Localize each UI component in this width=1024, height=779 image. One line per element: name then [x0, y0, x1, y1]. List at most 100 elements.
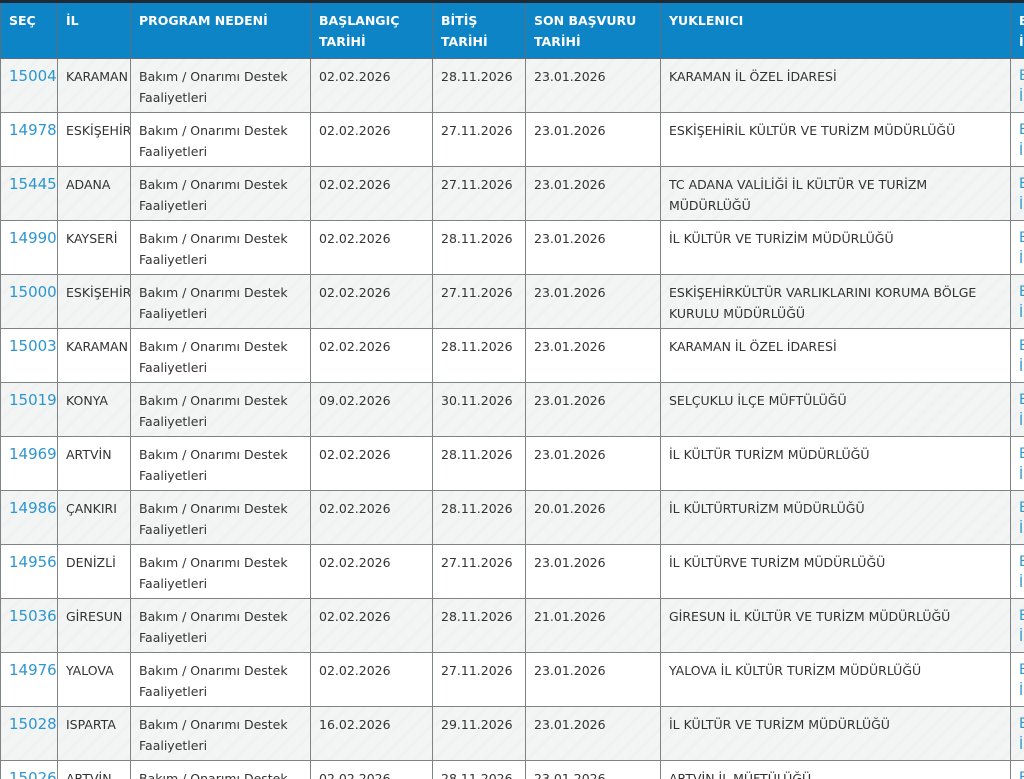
cell-il: ISPARTA — [57, 706, 131, 761]
cell-sec: 14990 — [0, 220, 58, 275]
record-number-link[interactable]: 14990 — [9, 229, 57, 247]
record-number-link[interactable]: 15004 — [9, 67, 57, 85]
table-row: 15036 GİRESUN Bakım / Onarımı Destek Faa… — [0, 598, 1024, 653]
cell-bitis: 27.11.2026 — [432, 112, 526, 167]
islem-link[interactable]: E İ — [1019, 68, 1024, 105]
cell-bitis: 28.11.2026 — [432, 760, 526, 779]
table-row: 15003 KARAMAN Bakım / Onarımı Destek Faa… — [0, 328, 1024, 383]
cell-son-basvuru: 23.01.2026 — [525, 166, 661, 221]
record-number-link[interactable]: 14978 — [9, 121, 57, 139]
cell-son-basvuru: 23.01.2026 — [525, 436, 661, 491]
cell-bitis: 29.11.2026 — [432, 706, 526, 761]
cell-baslangic: 09.02.2026 — [310, 382, 433, 437]
record-number-link[interactable]: 14986 — [9, 499, 57, 517]
islem-link[interactable]: E İ — [1019, 446, 1024, 483]
table-row: 14956 DENİZLİ Bakım / Onarımı Destek Faa… — [0, 544, 1024, 599]
table-row: 15445 ADANA Bakım / Onarımı Destek Faali… — [0, 166, 1024, 221]
cell-sec: 14969 — [0, 436, 58, 491]
cell-islem: E İ — [1010, 760, 1024, 779]
islem-link[interactable]: E İ — [1019, 554, 1024, 591]
cell-yuklenici: İL KÜLTÜRVE TURİZM MÜDÜRLÜĞÜ — [660, 544, 1011, 599]
cell-bitis: 28.11.2026 — [432, 598, 526, 653]
cell-yuklenici: İL KÜLTÜR VE TURİZİM MÜDÜRLÜĞÜ — [660, 220, 1011, 275]
cell-baslangic: 02.02.2026 — [310, 58, 433, 113]
column-header-il: İL — [57, 1, 131, 59]
islem-link[interactable]: E İ — [1019, 230, 1024, 267]
record-number-link[interactable]: 15445 — [9, 175, 57, 193]
cell-yuklenici: KARAMAN İL ÖZEL İDARESİ — [660, 328, 1011, 383]
islem-link[interactable]: E İ — [1019, 176, 1024, 213]
islem-link[interactable]: E İ — [1019, 122, 1024, 159]
islem-link[interactable]: E İ — [1019, 338, 1024, 375]
cell-bitis: 27.11.2026 — [432, 544, 526, 599]
table-body: 15004 KARAMAN Bakım / Onarımı Destek Faa… — [0, 58, 1024, 779]
cell-sec: 15026 — [0, 760, 58, 779]
cell-baslangic: 02.02.2026 — [310, 544, 433, 599]
cell-islem: E İ — [1010, 112, 1024, 167]
islem-link[interactable]: E İ — [1019, 716, 1024, 753]
cell-program: Bakım / Onarımı Destek Faaliyetleri — [130, 112, 311, 167]
islem-link[interactable]: E İ — [1019, 768, 1024, 779]
cell-il: KONYA — [57, 382, 131, 437]
cell-yuklenici: İL KÜLTÜR VE TURİZM MÜDÜRLÜĞÜ — [660, 706, 1011, 761]
cell-il: KARAMAN — [57, 58, 131, 113]
cell-sec: 14976 — [0, 652, 58, 707]
cell-il: ARTVİN — [57, 436, 131, 491]
column-header-son-basvuru: SON BAŞVURU TARİHİ — [525, 1, 661, 59]
record-number-link[interactable]: 15028 — [9, 715, 57, 733]
record-number-link[interactable]: 15000 — [9, 283, 57, 301]
cell-program: Bakım / Onarımı Destek Faaliyetleri — [130, 490, 311, 545]
cell-il: ADANA — [57, 166, 131, 221]
table-row: 15000 ESKİŞEHİR Bakım / Onarımı Destek F… — [0, 274, 1024, 329]
column-header-yuklenici: YUKLENICI — [660, 1, 1011, 59]
cell-il: DENİZLİ — [57, 544, 131, 599]
cell-son-basvuru: 23.01.2026 — [525, 220, 661, 275]
column-header-bitis: BİTİŞ TARİHİ — [432, 1, 526, 59]
cell-yuklenici: İL KÜLTÜRTURİZM MÜDÜRLÜĞÜ — [660, 490, 1011, 545]
record-number-link[interactable]: 15036 — [9, 607, 57, 625]
cell-son-basvuru: 23.01.2026 — [525, 328, 661, 383]
cell-islem: E İ — [1010, 58, 1024, 113]
record-number-link[interactable]: 14976 — [9, 661, 57, 679]
record-number-link[interactable]: 15019 — [9, 391, 57, 409]
islem-link[interactable]: E İ — [1019, 284, 1024, 321]
islem-link[interactable]: E İ — [1019, 500, 1024, 537]
cell-son-basvuru: 23.01.2026 — [525, 382, 661, 437]
cell-bitis: 28.11.2026 — [432, 436, 526, 491]
column-header-baslangic: BAŞLANGIÇ TARİHİ — [310, 1, 433, 59]
cell-son-basvuru: 21.01.2026 — [525, 598, 661, 653]
cell-bitis: 30.11.2026 — [432, 382, 526, 437]
table-row: 15028 ISPARTA Bakım / Onarımı Destek Faa… — [0, 706, 1024, 761]
cell-program: Bakım / Onarımı Destek Faaliyetleri — [130, 166, 311, 221]
record-number-link[interactable]: 15026 — [9, 769, 57, 779]
table-row: 14969 ARTVİN Bakım / Onarımı Destek Faal… — [0, 436, 1024, 491]
cell-baslangic: 02.02.2026 — [310, 436, 433, 491]
cell-islem: E İ — [1010, 220, 1024, 275]
cell-son-basvuru: 20.01.2026 — [525, 490, 661, 545]
cell-baslangic: 02.02.2026 — [310, 166, 433, 221]
cell-sec: 14986 — [0, 490, 58, 545]
cell-sec: 15445 — [0, 166, 58, 221]
cell-bitis: 28.11.2026 — [432, 220, 526, 275]
cell-son-basvuru: 23.01.2026 — [525, 112, 661, 167]
islem-link[interactable]: E İ — [1019, 608, 1024, 645]
cell-sec: 15028 — [0, 706, 58, 761]
islem-link[interactable]: E İ — [1019, 662, 1024, 699]
islem-link[interactable]: E İ — [1019, 392, 1024, 429]
record-number-link[interactable]: 15003 — [9, 337, 57, 355]
cell-program: Bakım / Onarımı Destek Faaliyetleri — [130, 706, 311, 761]
cell-bitis: 27.11.2026 — [432, 652, 526, 707]
cell-baslangic: 02.02.2026 — [310, 490, 433, 545]
record-number-link[interactable]: 14956 — [9, 553, 57, 571]
cell-il: GİRESUN — [57, 598, 131, 653]
record-number-link[interactable]: 14969 — [9, 445, 57, 463]
cell-yuklenici: TC ADANA VALİLİĞİ İL KÜLTÜR VE TURİZM MÜ… — [660, 166, 1011, 221]
cell-son-basvuru: 23.01.2026 — [525, 760, 661, 779]
cell-program: Bakım / Onarımı Destek Faaliyetleri — [130, 58, 311, 113]
table-row: 15004 KARAMAN Bakım / Onarımı Destek Faa… — [0, 58, 1024, 113]
table-row: 15019 KONYA Bakım / Onarımı Destek Faali… — [0, 382, 1024, 437]
cell-islem: E İ — [1010, 544, 1024, 599]
cell-bitis: 28.11.2026 — [432, 490, 526, 545]
